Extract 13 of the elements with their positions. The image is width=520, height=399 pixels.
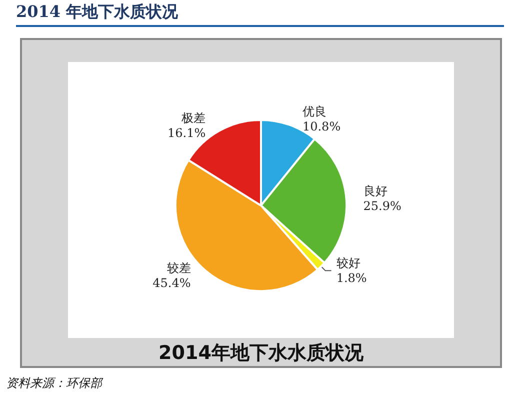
- data-label: 25.9%: [363, 198, 402, 213]
- slice-label: 较差: [166, 260, 191, 275]
- chart-title: 2014 年地下水质状况: [16, 2, 504, 27]
- slice-label: 较好: [336, 256, 360, 270]
- slice-label: 优良: [302, 104, 326, 119]
- data-label: 45.4%: [152, 276, 191, 290]
- slice-label: 良好: [363, 184, 388, 198]
- data-label: 1.8%: [336, 271, 367, 286]
- data-label: 16.1%: [168, 126, 206, 140]
- text: 资料来源：环保部: [6, 375, 102, 392]
- data-label: 10.8%: [302, 120, 341, 134]
- slice-label: 极差: [180, 110, 206, 125]
- text: 2014年地下水水质状况: [158, 341, 364, 366]
